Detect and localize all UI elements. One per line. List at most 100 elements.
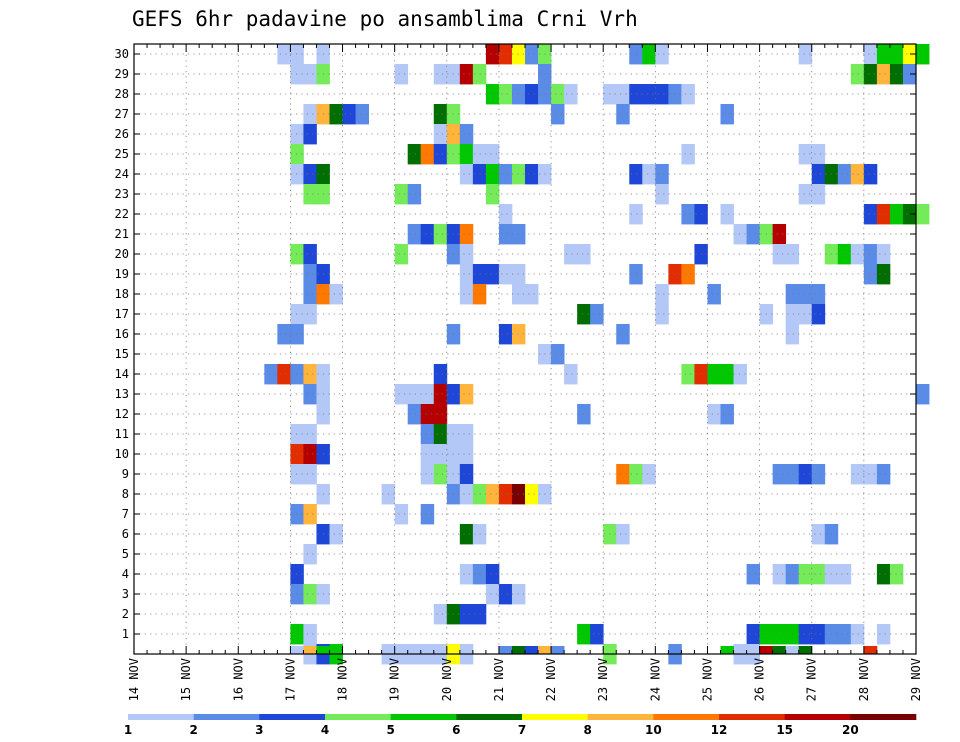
x-tick-label: 16 NOV [231, 658, 245, 701]
heatmap-cell [811, 144, 826, 165]
heatmap-cell [746, 564, 760, 585]
heatmap-cell [785, 564, 800, 585]
y-tick-label: 26 [115, 127, 129, 141]
heatmap-cell [876, 464, 891, 485]
heatmap-cell [720, 364, 734, 385]
x-tick-label: 18 NOV [336, 658, 350, 701]
heatmap-cell [837, 564, 852, 585]
heatmap-cell [916, 384, 930, 405]
y-tick-label: 3 [122, 587, 129, 601]
heatmap-cell [720, 204, 734, 225]
heatmap-cell [472, 564, 487, 585]
heatmap-cell [498, 84, 513, 105]
plot-frame [133, 43, 917, 655]
heatmap-cell [511, 44, 526, 65]
heatmap-cell [525, 646, 539, 655]
heatmap-cell [498, 584, 513, 605]
heatmap-cell [459, 164, 474, 185]
y-tick-label: 1 [122, 627, 129, 641]
heatmap-cell [798, 284, 813, 305]
heatmap-cell [472, 64, 487, 85]
heatmap-cell [433, 424, 448, 445]
heatmap-cell [811, 164, 826, 185]
heatmap-cell [498, 484, 513, 505]
heatmap-cell [459, 244, 474, 265]
colorbar-segment [784, 714, 851, 720]
heatmap-cell [616, 324, 630, 345]
heatmap-cell [498, 224, 513, 245]
heatmap-cell [889, 204, 904, 225]
heatmap-cell [577, 624, 591, 645]
heatmap-cell [681, 264, 695, 285]
heatmap-cell [681, 204, 695, 225]
heatmap-cell [342, 104, 356, 125]
heatmap-cell [642, 84, 656, 105]
colorbar-segment [587, 714, 654, 720]
heatmap-cell [525, 284, 539, 305]
heatmap-cell [525, 84, 539, 105]
heatmap-cell [772, 646, 787, 655]
heatmap-cell [772, 224, 787, 245]
heatmap-cell [525, 484, 539, 505]
heatmap-cell [863, 464, 878, 485]
y-tick-label: 30 [115, 47, 129, 61]
colorbar-segment [390, 714, 457, 720]
heatmap-cell [277, 44, 291, 65]
heatmap-cell [407, 184, 422, 205]
heatmap-cell [876, 624, 891, 645]
heatmap-cell [485, 164, 500, 185]
colorbar-label: 2 [189, 723, 197, 737]
y-tick-label: 5 [122, 547, 129, 561]
heatmap-cell [303, 624, 317, 645]
heatmap-cell [511, 324, 526, 345]
heatmap-cell [863, 64, 878, 85]
heatmap-cell [485, 564, 500, 585]
heatmap-cell [303, 64, 317, 85]
colorbar-label: 8 [583, 723, 591, 737]
heatmap-cell [720, 104, 734, 125]
heatmap-cell [329, 524, 343, 545]
heatmap-cell [850, 464, 865, 485]
heatmap-cell [616, 84, 630, 105]
heatmap-cell [798, 646, 813, 655]
heatmap-cell [394, 244, 409, 265]
heatmap-cell [277, 324, 291, 345]
chart-title: GEFS 6hr padavine po ansamblima Crni Vrh [132, 7, 638, 31]
heatmap-cell [498, 264, 513, 285]
y-tick-label: 8 [122, 487, 129, 501]
heatmap-cell [629, 84, 643, 105]
colorbar-label: 3 [255, 723, 263, 737]
heatmap-cell [355, 104, 369, 125]
heatmap-cell [420, 464, 435, 485]
heatmap-cell [459, 284, 474, 305]
heatmap-cell [303, 646, 317, 655]
heatmap-cell [863, 204, 878, 225]
heatmap-cell [459, 64, 474, 85]
heatmap-cell [394, 384, 409, 405]
heatmap-cell [629, 204, 643, 225]
y-tick-label: 2 [122, 607, 129, 621]
heatmap-cell [759, 646, 774, 655]
heatmap-cell [811, 524, 826, 545]
heatmap-cell [420, 384, 435, 405]
x-tick-label: 19 NOV [388, 658, 402, 701]
heatmap-cell [303, 504, 317, 525]
x-tick-label: 20 NOV [440, 658, 454, 701]
heatmap-cell [564, 244, 578, 265]
heatmap-cell [850, 244, 865, 265]
heatmap-cell [798, 144, 813, 165]
heatmap-cell [407, 144, 422, 165]
heatmap-cell [433, 224, 448, 245]
heatmap-cell [303, 584, 317, 605]
colorbar-segment [719, 714, 785, 720]
heatmap-cell [525, 164, 539, 185]
heatmap-cell [785, 624, 800, 645]
heatmap-cell [459, 524, 474, 545]
heatmap-cell [420, 404, 435, 425]
y-tick-label: 21 [115, 227, 129, 241]
heatmap-cell [577, 404, 591, 425]
heatmap-cell [303, 444, 317, 465]
heatmap-cell [785, 324, 800, 345]
heatmap-cell [290, 646, 304, 655]
